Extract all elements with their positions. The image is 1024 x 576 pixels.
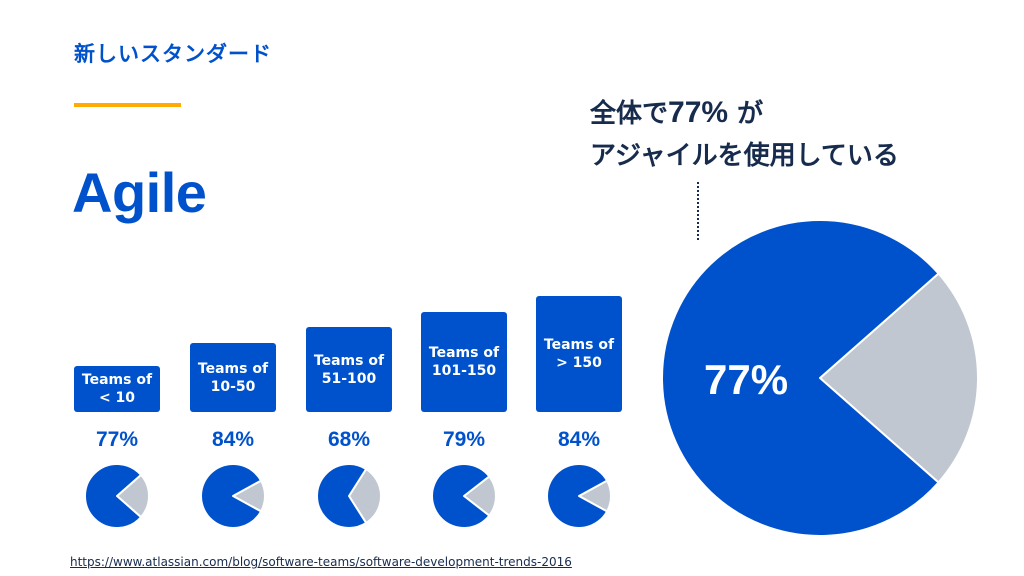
- team-pie-5-agile-slice: [546, 463, 609, 529]
- team-pie-3-agile-slice: [316, 463, 368, 529]
- source-link[interactable]: https://www.atlassian.com/blog/software-…: [70, 555, 572, 569]
- big-pie-agile-slice: [661, 219, 940, 537]
- team-percentage-label: 84%: [557, 428, 601, 451]
- team-size-label-line1: Teams of: [197, 360, 269, 377]
- team-size-box: Teams of 101-150: [421, 312, 507, 412]
- team-size-label-line2: 101-150: [431, 363, 497, 379]
- callout-text: 全体で77% が アジャイルを使用している: [590, 92, 899, 177]
- team-percentage-label: 79%: [442, 428, 486, 451]
- team-size-label-line1: Teams of: [313, 352, 385, 369]
- team-size-label-line1: Teams of: [81, 372, 153, 388]
- team-pie-4-agile-slice: [430, 463, 491, 529]
- team-size-box: Teams of > 150: [536, 296, 622, 412]
- team-size-label-line1: Teams of: [428, 345, 500, 361]
- accent-bar: [74, 103, 181, 107]
- team-size-label-line2: 10-50: [210, 378, 256, 395]
- callout-percentage: 77%: [668, 96, 729, 129]
- team-size-box: Teams of 51-100: [306, 327, 392, 412]
- team-size-label-line2: < 10: [98, 390, 136, 406]
- callout-line-2: アジャイルを使用している: [590, 141, 899, 171]
- team-pie-1-agile-slice: [84, 463, 142, 529]
- team-percentage-label: 84%: [211, 428, 255, 451]
- big-pie-remainder-slice: [819, 272, 980, 484]
- team-pie-2-agile-slice: [200, 463, 263, 529]
- callout-prefix: 全体で: [590, 99, 669, 129]
- callout-dotted-line: [697, 182, 699, 240]
- team-size-label-line2: 51-100: [321, 370, 377, 387]
- team-pie-1-remainder-slice: [116, 473, 150, 519]
- team-size-label-line2: > 150: [556, 355, 602, 371]
- team-percentage-label: 68%: [327, 428, 371, 451]
- team-size-box: Teams of 10-50: [190, 343, 276, 412]
- slide-subtitle: 新しいスタンダード: [74, 42, 272, 66]
- callout-suffix: が: [728, 99, 764, 129]
- slide-title: Agile: [72, 161, 207, 224]
- team-size-label-line1: Teams of: [543, 337, 615, 353]
- team-size-box: Teams of < 10: [74, 366, 160, 412]
- team-percentage-label: 77%: [95, 428, 139, 451]
- callout-line-1: 全体で77% が: [590, 92, 899, 135]
- big-pie-label: 77%: [704, 356, 789, 403]
- team-pie-3-remainder-slice: [348, 467, 383, 525]
